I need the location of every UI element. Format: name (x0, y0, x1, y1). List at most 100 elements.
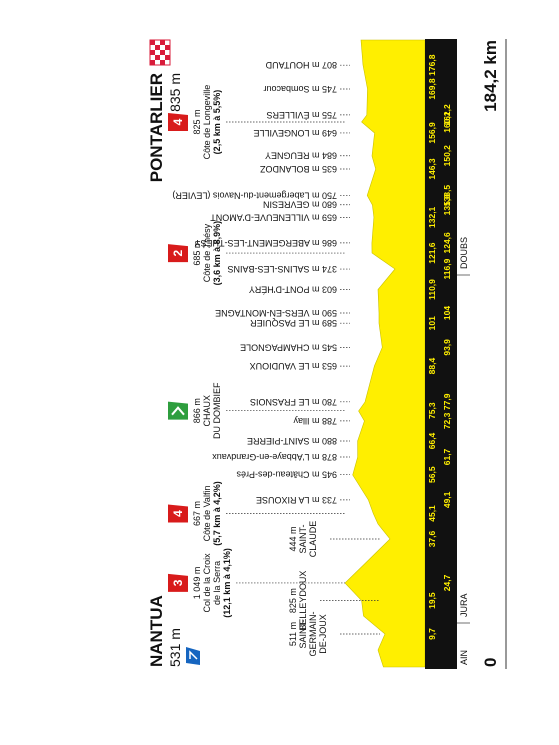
flag-square (150, 50, 155, 55)
climb-icon (168, 573, 188, 592)
climb-label: (5,7 km à 4,2%) (212, 481, 222, 546)
climb-label: 685 m (192, 241, 202, 266)
sprint-label: DU DOMBIEF (212, 382, 222, 439)
flag-square (150, 60, 155, 65)
climb-category: 4 (171, 510, 185, 517)
km-label: 88,4 (427, 358, 437, 375)
valley-label: SAINT- (298, 525, 308, 554)
km-label: 45,1 (427, 505, 437, 522)
town-label: 635 m BOLANDOZ (259, 164, 337, 174)
town-label: 545 m CHAMPAGNOLE (240, 342, 337, 352)
km-label: 77,9 (442, 393, 452, 410)
start-flag-mark (189, 650, 198, 660)
climb-label: Côte de Valfin (202, 486, 212, 542)
km-label: 121,6 (427, 242, 437, 264)
town-label: 649 m LONGEVILLE (253, 128, 337, 138)
km-label: 37,6 (427, 530, 437, 547)
valley-label: 444 m (288, 527, 298, 552)
town-label: 945 m Château-des-Prés (236, 470, 337, 480)
town-label: 750 m Labergement-du-Navois (LEVIER) (172, 191, 337, 201)
finish-flag (149, 39, 171, 66)
flag-square (160, 50, 165, 55)
sprint-label: 866 m (192, 398, 202, 423)
km-label: 169,8 (427, 78, 437, 100)
sprint-label: CHAUX (202, 395, 212, 427)
flag-square (155, 45, 160, 50)
climb-label: 667 m (192, 501, 202, 526)
climb-icon (168, 504, 188, 523)
town-label: 374 m SALINS-LES-BAINS (227, 264, 337, 274)
climb-label: (3,6 km à 8,9%) (212, 221, 222, 286)
flag-border (149, 39, 171, 66)
town-label: 788 m Illay (293, 416, 337, 426)
climb-label: Côte de Longeville (202, 85, 212, 160)
km-label: 146,3 (427, 158, 437, 180)
km-band (425, 39, 457, 669)
profile-area (344, 39, 426, 668)
valley-label: 825 m (288, 588, 298, 613)
town-label: 590 m VERS-EN-MONTAGNE (215, 308, 337, 318)
region-label: AIN (459, 650, 469, 665)
flag-square (155, 40, 160, 45)
town-label: 745 m Sombacour (263, 84, 337, 94)
climb-label: de la Serra (212, 561, 222, 605)
km-label: 93,9 (442, 339, 452, 356)
flag-square (165, 55, 170, 60)
km-label: 56,5 (427, 466, 437, 483)
climb-icon (168, 244, 188, 263)
km-label: 150,2 (442, 145, 452, 167)
town-label: 733 m LA RIXOUSE (256, 495, 337, 505)
km-label: 124,6 (442, 232, 452, 254)
climb-label: (12,1 km à 4,1%) (222, 548, 232, 618)
km-label: 104 (442, 306, 452, 320)
km-label: 19,5 (427, 592, 437, 609)
km-label: 24,7 (442, 574, 452, 591)
town-label: 755 m ÉVILLERS (266, 110, 337, 120)
town-label: 780 m LE FRASNOIS (250, 397, 337, 407)
region-label: DOUBS (459, 237, 469, 269)
town-label: 684 m REUGNEY (265, 151, 337, 161)
climb-label: (2,5 km à 5,5%) (212, 90, 222, 155)
distance-end: 184,2 km (481, 40, 500, 112)
flag-square (160, 55, 165, 60)
climb-label: 1 049 m (192, 567, 202, 600)
town-label: 653 m LE VAUDIOUX (250, 361, 337, 371)
km-label: 135,8 (442, 194, 452, 216)
climb-category: 2 (171, 249, 185, 256)
town-label: 807 m HOUTAUD (265, 60, 337, 70)
valley-label: CLAUDE (308, 521, 318, 558)
km-label: 132,1 (427, 206, 437, 228)
town-label: 680 m GEVRESIN (263, 200, 337, 210)
town-label: 659 m VILLENEUVE-D'AMONT (210, 212, 337, 222)
town-label: 686 m ABERGEMENT-LES-THÉSY (194, 238, 337, 248)
flag-square (155, 55, 160, 60)
climb-label: Col de la Croix (202, 553, 212, 613)
climb-category: 3 (171, 579, 185, 586)
km-label: 176,8 (427, 54, 437, 76)
flag-square (150, 55, 155, 60)
finish-name: PONTARLIER (147, 73, 166, 182)
km-label: 72,3 (442, 412, 452, 429)
flag-square (160, 40, 165, 45)
region-label: JURA (459, 593, 469, 617)
town-label: 603 m PONT-D'HÉRY (249, 285, 337, 295)
town-label: 589 m LE PASQUIER (250, 318, 337, 328)
km-label: 162,2 (442, 104, 452, 126)
flag-square (150, 45, 155, 50)
km-label: 156,9 (427, 122, 437, 144)
flag-square (155, 60, 160, 65)
km-label: 66,4 (427, 432, 437, 449)
start-altitude: 531 m (167, 628, 183, 667)
km-label: 75,3 (427, 402, 437, 419)
km-label: 49,1 (442, 491, 452, 508)
valley-label: BELLEYDOUX (298, 571, 308, 631)
valley-label: DE-JOUX (318, 614, 328, 654)
valley-label: 511 m (288, 622, 298, 646)
km-label: 110,9 (427, 279, 437, 300)
town-label: 878 m L'Abbaye-en-Grandvaux (212, 452, 337, 462)
sprint-mark (171, 406, 185, 416)
valley-label: SAINT- (298, 619, 308, 648)
climb-icon (168, 113, 188, 132)
finish-altitude: 835 m (167, 73, 183, 112)
